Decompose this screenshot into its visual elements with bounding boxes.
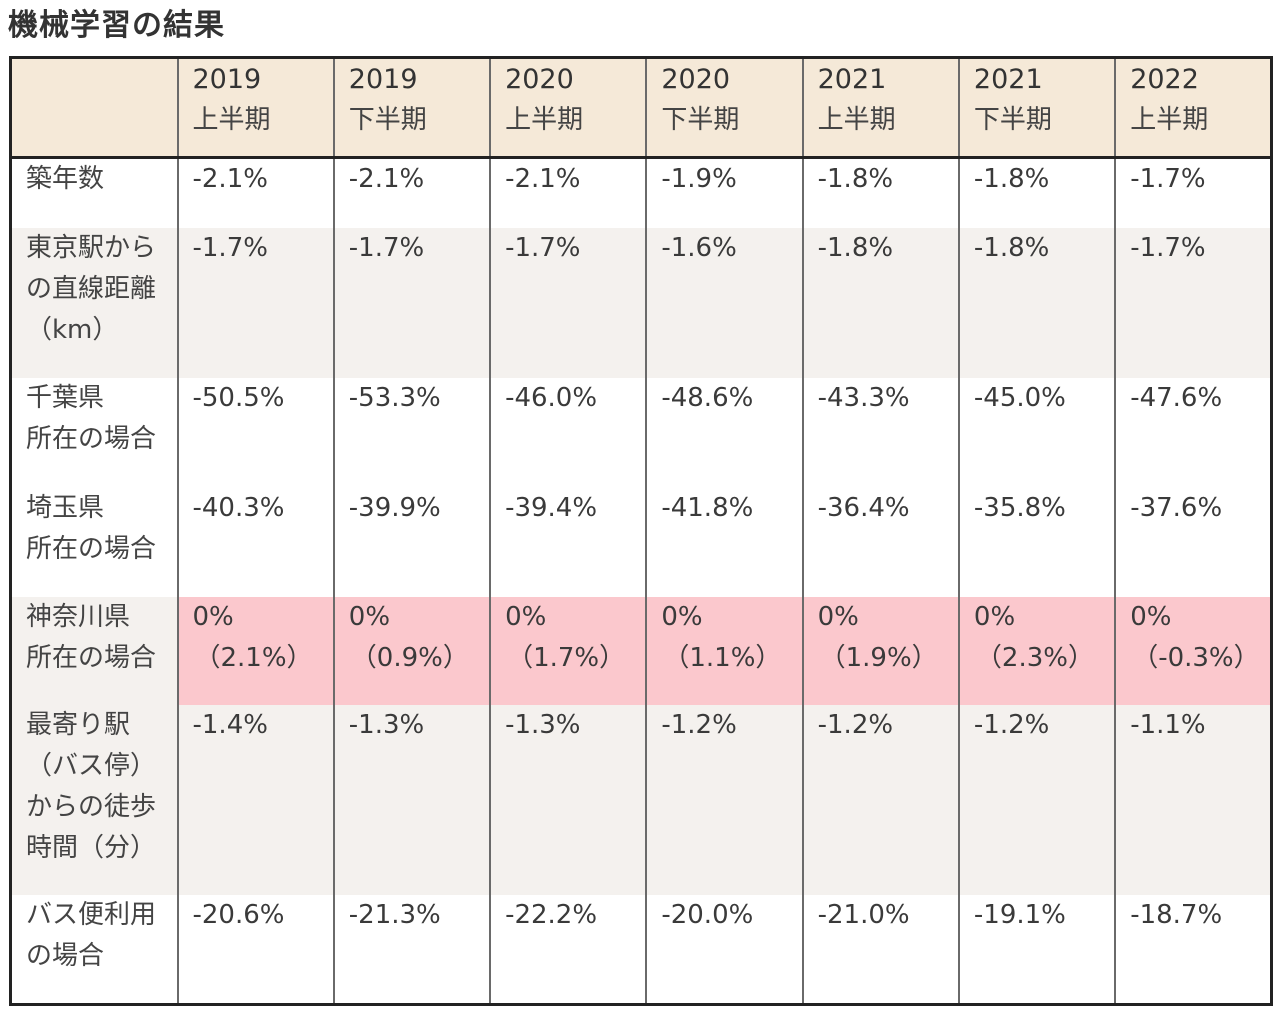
row-label: 千葉県 所在の場合 <box>26 382 157 454</box>
table-cell: -20.0% <box>645 894 803 1005</box>
table-cell: -1.7% <box>489 227 647 378</box>
table-cell: -1.2% <box>801 704 959 895</box>
table-cell: -1.2% <box>645 704 803 895</box>
column-header: 2019 上半期 <box>176 57 334 159</box>
table-cell: -47.6% <box>1114 377 1272 488</box>
column-header: 2020 下半期 <box>645 57 803 159</box>
table-cell: -18.7% <box>1114 894 1272 1005</box>
table-cell: -20.6% <box>176 894 334 1005</box>
table-cell: -1.2% <box>957 704 1116 895</box>
table-cell: -35.8% <box>957 487 1116 597</box>
table-cell: -46.0% <box>489 377 647 488</box>
table-cell: 0% （2.3%） <box>957 596 1116 705</box>
table-cell: 0% （1.7%） <box>489 596 647 705</box>
table-cell: -48.6% <box>645 377 803 488</box>
table-cell: -1.7% <box>176 227 334 378</box>
table-cell: -19.1% <box>957 894 1116 1005</box>
table-cell: -1.9% <box>645 157 803 228</box>
table-cell: -1.3% <box>332 704 491 895</box>
row-label: 築年数 <box>26 164 105 194</box>
table-cell: -1.8% <box>801 227 959 378</box>
table-row-kanagawa: 神奈川県 所在の場合 0% （2.1%） 0% （0.9%） 0% （1.7%） 0% （… <box>10 596 1272 705</box>
table-cell: -1.8% <box>957 227 1116 378</box>
table-row-chiba: 千葉県 所在の場合 -50.5% -53.3% -46.0% -48.6% -43… <box>10 377 1272 488</box>
table-row-bus: バス便利用 の場合 -20.6% -21.3% -22.2% -20.0% -21… <box>10 894 1272 1005</box>
row-label: バス便利用 の場合 <box>26 899 157 971</box>
table-cell: 0% （1.1%） <box>645 596 803 705</box>
table-cell: -1.1% <box>1114 704 1272 895</box>
table-cell: -22.2% <box>489 894 647 1005</box>
column-header: 2021 上半期 <box>801 57 959 159</box>
table-cell: -2.1% <box>489 157 647 228</box>
table-row-walk-time: 最寄り駅 （バス停） からの徒歩 時間（分） -1.4% -1.3% -1.3% -1… <box>10 704 1272 895</box>
table-cell: -1.7% <box>1114 157 1272 228</box>
row-label: 埼玉県 所在の場合 <box>26 492 157 564</box>
table-cell: -45.0% <box>957 377 1116 488</box>
table-row-distance-tokyo: 東京駅から の直線距離 （km） -1.7% -1.7% -1.7% -1.6% -… <box>10 227 1272 378</box>
table-cell: -21.3% <box>332 894 491 1005</box>
row-label: 神奈川県 所在の場合 <box>10 596 178 705</box>
page-title: 機械学習の結果 <box>8 8 225 43</box>
table-cell: 0% （0.9%） <box>332 596 491 705</box>
table-cell: 0% （2.1%） <box>176 596 334 705</box>
table-cell: -36.4% <box>801 487 959 597</box>
table-cell: -21.0% <box>801 894 959 1005</box>
column-header: 2022 上半期 <box>1114 57 1272 159</box>
table-cell: -1.7% <box>1114 227 1272 378</box>
results-table: 2019 上半期 2019 下半期 2020 上半期 2020 下半期 2021 上半期 … <box>9 56 1273 1006</box>
table-header-row: 2019 上半期 2019 下半期 2020 上半期 2020 下半期 2021 上半期 … <box>10 57 1272 159</box>
table-cell: -1.6% <box>645 227 803 378</box>
table-cell: -39.4% <box>489 487 647 597</box>
column-header: 2021 下半期 <box>957 57 1116 159</box>
table-row-building-age: 築年数 -2.1% -2.1% -2.1% -1.9% -1.8% -1.8% … <box>10 157 1272 228</box>
table-row-saitama: 埼玉県 所在の場合 -40.3% -39.9% -39.4% -41.8% -36… <box>10 487 1272 597</box>
table-cell: -1.7% <box>332 227 491 378</box>
table-cell: 0% （1.9%） <box>801 596 959 705</box>
table-cell: -37.6% <box>1114 487 1272 597</box>
column-header: 2020 上半期 <box>489 57 647 159</box>
table-cell: -1.8% <box>957 157 1116 228</box>
table-cell: -40.3% <box>176 487 334 597</box>
table-cell: -1.3% <box>489 704 647 895</box>
row-label: 最寄り駅 （バス停） からの徒歩 時間（分） <box>26 709 157 863</box>
table-cell: 0% （-0.3%） <box>1114 596 1272 705</box>
table-cell: -1.4% <box>176 704 334 895</box>
table-cell: -2.1% <box>176 157 334 228</box>
corner-cell <box>10 57 178 159</box>
table-cell: -53.3% <box>332 377 491 488</box>
table-cell: -41.8% <box>645 487 803 597</box>
table-cell: -43.3% <box>801 377 959 488</box>
table-cell: -2.1% <box>332 157 491 228</box>
table-cell: -1.8% <box>801 157 959 228</box>
table-cell: -50.5% <box>176 377 334 488</box>
table-cell: -39.9% <box>332 487 491 597</box>
row-label: 東京駅から の直線距離 （km） <box>26 232 157 345</box>
column-header: 2019 下半期 <box>332 57 491 159</box>
